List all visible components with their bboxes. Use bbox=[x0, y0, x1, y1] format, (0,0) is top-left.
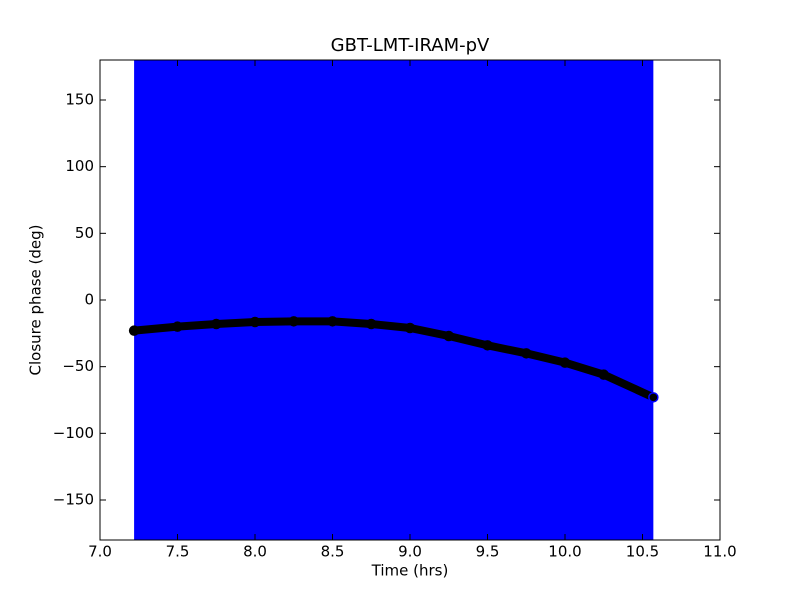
y-tick-label: 150 bbox=[65, 91, 94, 109]
x-tick-label: 8.5 bbox=[321, 543, 345, 561]
chart-title: GBT-LMT-IRAM-pV bbox=[331, 35, 490, 56]
y-tick-label: −150 bbox=[53, 491, 94, 509]
data-point bbox=[559, 357, 571, 368]
plot-area bbox=[128, 60, 659, 540]
x-tick-label: 11.0 bbox=[703, 543, 736, 561]
y-tick-label: 0 bbox=[84, 291, 94, 309]
x-tick-label: 7.0 bbox=[88, 543, 112, 561]
x-tick-label: 7.5 bbox=[166, 543, 190, 561]
error-band bbox=[134, 60, 654, 540]
x-tick-label: 10.0 bbox=[548, 543, 581, 561]
data-point bbox=[366, 318, 377, 330]
y-axis-label: Closure phase (deg) bbox=[27, 225, 45, 376]
data-point bbox=[648, 392, 659, 403]
data-point bbox=[482, 340, 493, 351]
x-tick-label: 8.0 bbox=[243, 543, 267, 561]
data-point bbox=[443, 330, 454, 342]
y-tick-label: −50 bbox=[62, 357, 94, 375]
x-axis-label: Time (hrs) bbox=[371, 562, 449, 580]
y-tick-label: 50 bbox=[75, 224, 94, 242]
data-point bbox=[521, 348, 532, 359]
y-tick-label: 100 bbox=[65, 157, 94, 175]
plot-frame bbox=[99, 59, 721, 541]
data-line bbox=[130, 317, 658, 402]
data-point bbox=[249, 316, 261, 328]
y-tick-label: −100 bbox=[53, 424, 94, 442]
data-point bbox=[598, 369, 609, 380]
x-tick-label: 9.5 bbox=[476, 543, 500, 561]
x-tick-label: 10.5 bbox=[626, 543, 659, 561]
data-point bbox=[128, 325, 140, 336]
axes: 7.0 7.5 8.0 8.5 9.0 9.5 10.0 10.5 11.0 −150 −100 −5… bbox=[53, 60, 737, 561]
data-point bbox=[327, 316, 338, 327]
data-point bbox=[288, 316, 299, 327]
data-point bbox=[172, 321, 183, 332]
data-point bbox=[404, 322, 416, 334]
data-point bbox=[211, 318, 222, 330]
x-tick-label: 9.0 bbox=[398, 543, 422, 561]
